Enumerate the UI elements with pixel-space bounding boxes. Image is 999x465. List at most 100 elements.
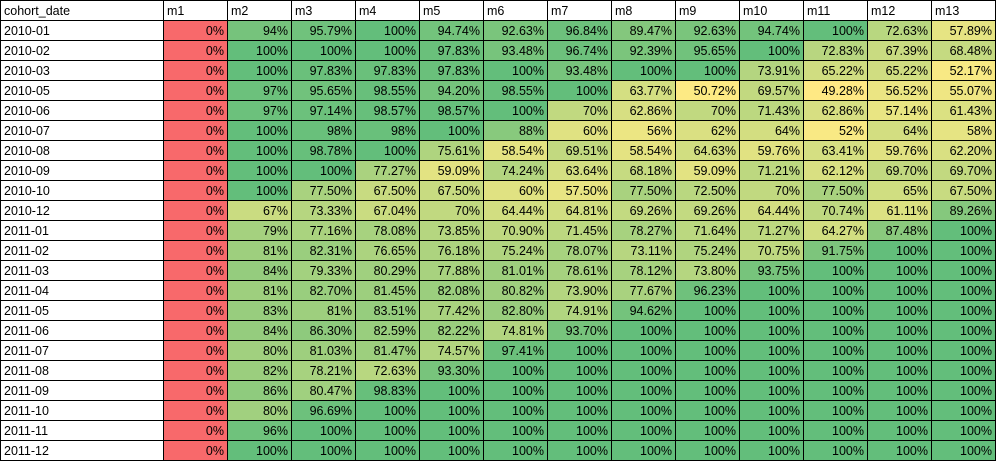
retention-cell-m12[interactable]: 100% [867,360,932,381]
column-header-m3[interactable]: m3 [291,0,356,21]
retention-cell-m4[interactable]: 82.59% [355,320,420,341]
retention-cell-m9[interactable]: 100% [675,360,740,381]
retention-cell-m13[interactable]: 100% [931,260,996,281]
retention-cell-m13[interactable]: 100% [931,280,996,301]
retention-cell-m5[interactable]: 77.42% [419,300,484,321]
retention-cell-m1[interactable]: 0% [163,20,228,41]
retention-cell-m4[interactable]: 100% [355,420,420,441]
retention-cell-m2[interactable]: 100% [227,140,292,161]
retention-cell-m11[interactable]: 100% [803,280,868,301]
column-header-m5[interactable]: m5 [419,0,484,21]
retention-cell-m6[interactable]: 100% [483,360,548,381]
cohort-date-cell[interactable]: 2011-04 [0,280,164,301]
retention-cell-m6[interactable]: 93.48% [483,40,548,61]
retention-cell-m10[interactable]: 73.91% [739,60,804,81]
retention-cell-m8[interactable]: 100% [611,320,676,341]
retention-cell-m13[interactable]: 89.26% [931,200,996,221]
retention-cell-m2[interactable]: 94% [227,20,292,41]
retention-cell-m8[interactable]: 100% [611,440,676,461]
retention-cell-m10[interactable]: 100% [739,280,804,301]
retention-cell-m11[interactable]: 100% [803,260,868,281]
retention-cell-m6[interactable]: 100% [483,60,548,81]
retention-cell-m11[interactable]: 100% [803,380,868,401]
retention-cell-m13[interactable]: 100% [931,340,996,361]
retention-cell-m6[interactable]: 58.54% [483,140,548,161]
retention-cell-m3[interactable]: 100% [291,440,356,461]
retention-cell-m8[interactable]: 63.77% [611,80,676,101]
retention-cell-m7[interactable]: 69.51% [547,140,612,161]
retention-cell-m7[interactable]: 63.64% [547,160,612,181]
retention-cell-m9[interactable]: 69.26% [675,200,740,221]
column-header-m2[interactable]: m2 [227,0,292,21]
retention-cell-m7[interactable]: 78.07% [547,240,612,261]
retention-cell-m8[interactable]: 100% [611,340,676,361]
retention-cell-m1[interactable]: 0% [163,240,228,261]
retention-cell-m12[interactable]: 100% [867,400,932,421]
retention-cell-m12[interactable]: 100% [867,320,932,341]
retention-cell-m2[interactable]: 80% [227,400,292,421]
retention-cell-m2[interactable]: 81% [227,240,292,261]
retention-cell-m9[interactable]: 73.80% [675,260,740,281]
retention-cell-m13[interactable]: 55.07% [931,80,996,101]
retention-cell-m2[interactable]: 79% [227,220,292,241]
retention-cell-m9[interactable]: 70% [675,100,740,121]
retention-cell-m9[interactable]: 62% [675,120,740,141]
retention-cell-m2[interactable]: 80% [227,340,292,361]
retention-cell-m5[interactable]: 82.22% [419,320,484,341]
retention-cell-m1[interactable]: 0% [163,160,228,181]
retention-cell-m6[interactable]: 74.81% [483,320,548,341]
retention-cell-m8[interactable]: 78.27% [611,220,676,241]
retention-cell-m7[interactable]: 73.90% [547,280,612,301]
retention-cell-m9[interactable]: 92.63% [675,20,740,41]
retention-cell-m12[interactable]: 59.76% [867,140,932,161]
cohort-date-cell[interactable]: 2011-01 [0,220,164,241]
retention-cell-m5[interactable]: 97.83% [419,40,484,61]
retention-cell-m10[interactable]: 93.75% [739,260,804,281]
retention-cell-m7[interactable]: 57.50% [547,180,612,201]
retention-cell-m10[interactable]: 71.27% [739,220,804,241]
retention-cell-m7[interactable]: 78.61% [547,260,612,281]
cohort-date-cell[interactable]: 2011-10 [0,400,164,421]
retention-cell-m6[interactable]: 60% [483,180,548,201]
retention-cell-m12[interactable]: 100% [867,440,932,461]
retention-cell-m3[interactable]: 100% [291,40,356,61]
retention-cell-m7[interactable]: 93.48% [547,60,612,81]
retention-cell-m5[interactable]: 94.20% [419,80,484,101]
retention-cell-m11[interactable]: 77.50% [803,180,868,201]
retention-cell-m11[interactable]: 100% [803,300,868,321]
retention-cell-m11[interactable]: 72.83% [803,40,868,61]
retention-cell-m12[interactable]: 65% [867,180,932,201]
retention-cell-m9[interactable]: 50.72% [675,80,740,101]
retention-cell-m4[interactable]: 100% [355,440,420,461]
retention-cell-m11[interactable]: 91.75% [803,240,868,261]
retention-cell-m3[interactable]: 96.69% [291,400,356,421]
retention-cell-m11[interactable]: 65.22% [803,60,868,81]
retention-cell-m10[interactable]: 100% [739,360,804,381]
retention-cell-m9[interactable]: 100% [675,320,740,341]
retention-cell-m5[interactable]: 77.88% [419,260,484,281]
retention-cell-m11[interactable]: 49.28% [803,80,868,101]
retention-cell-m8[interactable]: 100% [611,380,676,401]
retention-cell-m4[interactable]: 100% [355,20,420,41]
retention-cell-m4[interactable]: 67.04% [355,200,420,221]
cohort-date-cell[interactable]: 2010-12 [0,200,164,221]
retention-cell-m8[interactable]: 69.26% [611,200,676,221]
retention-cell-m12[interactable]: 72.63% [867,20,932,41]
retention-cell-m9[interactable]: 100% [675,380,740,401]
retention-cell-m10[interactable]: 69.57% [739,80,804,101]
retention-cell-m6[interactable]: 100% [483,420,548,441]
column-header-cohort-date[interactable]: cohort_date [0,0,164,21]
retention-cell-m9[interactable]: 100% [675,300,740,321]
retention-cell-m6[interactable]: 98.55% [483,80,548,101]
retention-cell-m2[interactable]: 97% [227,100,292,121]
retention-cell-m11[interactable]: 62.86% [803,100,868,121]
retention-cell-m10[interactable]: 100% [739,400,804,421]
retention-cell-m6[interactable]: 97.41% [483,340,548,361]
retention-cell-m2[interactable]: 83% [227,300,292,321]
retention-cell-m13[interactable]: 100% [931,380,996,401]
retention-cell-m6[interactable]: 81.01% [483,260,548,281]
retention-cell-m8[interactable]: 100% [611,60,676,81]
retention-cell-m9[interactable]: 100% [675,60,740,81]
retention-cell-m11[interactable]: 62.12% [803,160,868,181]
column-header-m1[interactable]: m1 [163,0,228,21]
